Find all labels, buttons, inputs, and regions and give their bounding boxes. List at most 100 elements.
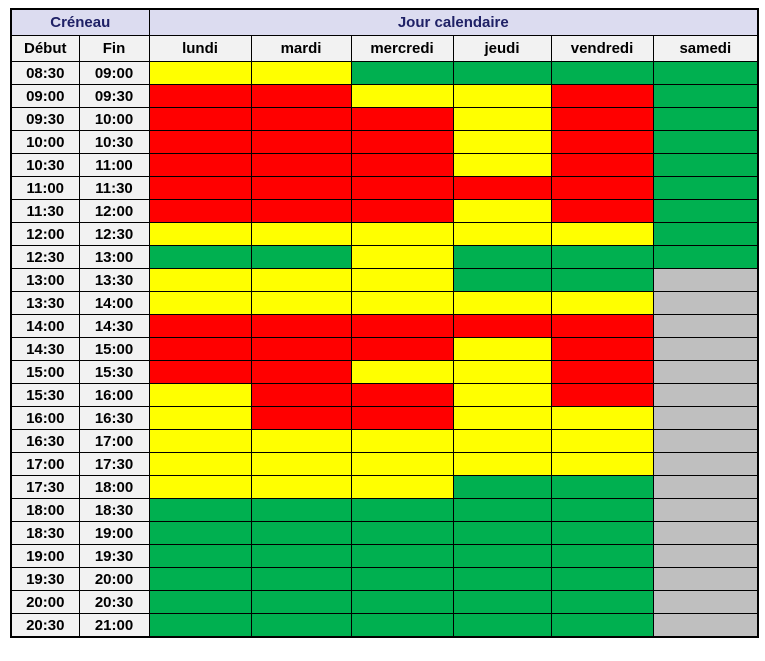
slot-cell-vendredi-10:00[interactable] [550,130,654,154]
slot-cell-lundi-15:30[interactable] [148,383,252,407]
slot-cell-lundi-12:00[interactable] [148,222,252,246]
slot-cell-mardi-10:00[interactable] [250,130,352,154]
slot-cell-samedi-11:00[interactable] [652,176,759,200]
slot-cell-samedi-15:00[interactable] [652,360,759,384]
slot-cell-mercredi-12:30[interactable] [350,245,454,269]
slot-cell-lundi-15:00[interactable] [148,360,252,384]
slot-cell-samedi-15:30[interactable] [652,383,759,407]
slot-cell-lundi-08:30[interactable] [148,61,252,85]
slot-cell-samedi-08:30[interactable] [652,61,759,85]
slot-cell-mercredi-20:30[interactable] [350,613,454,638]
slot-cell-mercredi-15:30[interactable] [350,383,454,407]
slot-cell-vendredi-09:30[interactable] [550,107,654,131]
slot-cell-lundi-13:30[interactable] [148,291,252,315]
slot-cell-lundi-19:00[interactable] [148,544,252,568]
slot-cell-samedi-13:00[interactable] [652,268,759,292]
slot-cell-samedi-16:30[interactable] [652,429,759,453]
slot-cell-vendredi-17:30[interactable] [550,475,654,499]
slot-cell-mardi-09:00[interactable] [250,84,352,108]
slot-cell-vendredi-11:00[interactable] [550,176,654,200]
slot-cell-jeudi-09:00[interactable] [452,84,552,108]
slot-cell-mercredi-11:30[interactable] [350,199,454,223]
slot-cell-mardi-17:00[interactable] [250,452,352,476]
slot-cell-vendredi-18:00[interactable] [550,498,654,522]
slot-cell-lundi-17:00[interactable] [148,452,252,476]
slot-cell-mercredi-12:00[interactable] [350,222,454,246]
slot-cell-lundi-13:00[interactable] [148,268,252,292]
slot-cell-lundi-18:00[interactable] [148,498,252,522]
slot-cell-mercredi-18:00[interactable] [350,498,454,522]
slot-cell-samedi-10:30[interactable] [652,153,759,177]
slot-cell-jeudi-08:30[interactable] [452,61,552,85]
slot-cell-samedi-09:00[interactable] [652,84,759,108]
slot-cell-mardi-18:30[interactable] [250,521,352,545]
slot-cell-samedi-13:30[interactable] [652,291,759,315]
slot-cell-jeudi-11:30[interactable] [452,199,552,223]
slot-cell-mardi-20:30[interactable] [250,613,352,638]
slot-cell-vendredi-12:30[interactable] [550,245,654,269]
slot-cell-samedi-19:00[interactable] [652,544,759,568]
slot-cell-mardi-15:30[interactable] [250,383,352,407]
slot-cell-vendredi-08:30[interactable] [550,61,654,85]
slot-cell-jeudi-12:00[interactable] [452,222,552,246]
slot-cell-mercredi-20:00[interactable] [350,590,454,614]
slot-cell-vendredi-09:00[interactable] [550,84,654,108]
slot-cell-mardi-20:00[interactable] [250,590,352,614]
slot-cell-mardi-16:00[interactable] [250,406,352,430]
slot-cell-jeudi-20:00[interactable] [452,590,552,614]
slot-cell-mercredi-14:30[interactable] [350,337,454,361]
slot-cell-lundi-11:00[interactable] [148,176,252,200]
slot-cell-vendredi-19:00[interactable] [550,544,654,568]
slot-cell-samedi-19:30[interactable] [652,567,759,591]
slot-cell-samedi-12:30[interactable] [652,245,759,269]
slot-cell-mardi-19:30[interactable] [250,567,352,591]
slot-cell-vendredi-13:30[interactable] [550,291,654,315]
slot-cell-mercredi-17:30[interactable] [350,475,454,499]
slot-cell-vendredi-20:30[interactable] [550,613,654,638]
slot-cell-mercredi-13:30[interactable] [350,291,454,315]
slot-cell-jeudi-13:00[interactable] [452,268,552,292]
slot-cell-lundi-11:30[interactable] [148,199,252,223]
slot-cell-vendredi-13:00[interactable] [550,268,654,292]
slot-cell-mercredi-10:30[interactable] [350,153,454,177]
slot-cell-vendredi-16:30[interactable] [550,429,654,453]
slot-cell-mardi-12:30[interactable] [250,245,352,269]
slot-cell-lundi-16:00[interactable] [148,406,252,430]
slot-cell-vendredi-11:30[interactable] [550,199,654,223]
slot-cell-lundi-10:30[interactable] [148,153,252,177]
slot-cell-vendredi-16:00[interactable] [550,406,654,430]
slot-cell-vendredi-17:00[interactable] [550,452,654,476]
slot-cell-mardi-17:30[interactable] [250,475,352,499]
slot-cell-jeudi-14:30[interactable] [452,337,552,361]
slot-cell-lundi-19:30[interactable] [148,567,252,591]
slot-cell-mercredi-11:00[interactable] [350,176,454,200]
slot-cell-jeudi-15:30[interactable] [452,383,552,407]
slot-cell-vendredi-14:30[interactable] [550,337,654,361]
slot-cell-jeudi-15:00[interactable] [452,360,552,384]
slot-cell-samedi-20:00[interactable] [652,590,759,614]
slot-cell-mardi-19:00[interactable] [250,544,352,568]
slot-cell-mardi-18:00[interactable] [250,498,352,522]
slot-cell-mardi-13:00[interactable] [250,268,352,292]
slot-cell-lundi-20:30[interactable] [148,613,252,638]
slot-cell-samedi-18:30[interactable] [652,521,759,545]
slot-cell-mardi-14:30[interactable] [250,337,352,361]
slot-cell-jeudi-20:30[interactable] [452,613,552,638]
slot-cell-jeudi-17:30[interactable] [452,475,552,499]
slot-cell-jeudi-14:00[interactable] [452,314,552,338]
slot-cell-mercredi-16:30[interactable] [350,429,454,453]
slot-cell-samedi-12:00[interactable] [652,222,759,246]
slot-cell-vendredi-10:30[interactable] [550,153,654,177]
slot-cell-jeudi-18:00[interactable] [452,498,552,522]
slot-cell-samedi-17:30[interactable] [652,475,759,499]
slot-cell-mardi-13:30[interactable] [250,291,352,315]
slot-cell-jeudi-09:30[interactable] [452,107,552,131]
slot-cell-samedi-16:00[interactable] [652,406,759,430]
slot-cell-samedi-14:30[interactable] [652,337,759,361]
slot-cell-mardi-12:00[interactable] [250,222,352,246]
slot-cell-mardi-08:30[interactable] [250,61,352,85]
slot-cell-jeudi-19:30[interactable] [452,567,552,591]
slot-cell-mercredi-19:00[interactable] [350,544,454,568]
slot-cell-mercredi-19:30[interactable] [350,567,454,591]
slot-cell-lundi-10:00[interactable] [148,130,252,154]
